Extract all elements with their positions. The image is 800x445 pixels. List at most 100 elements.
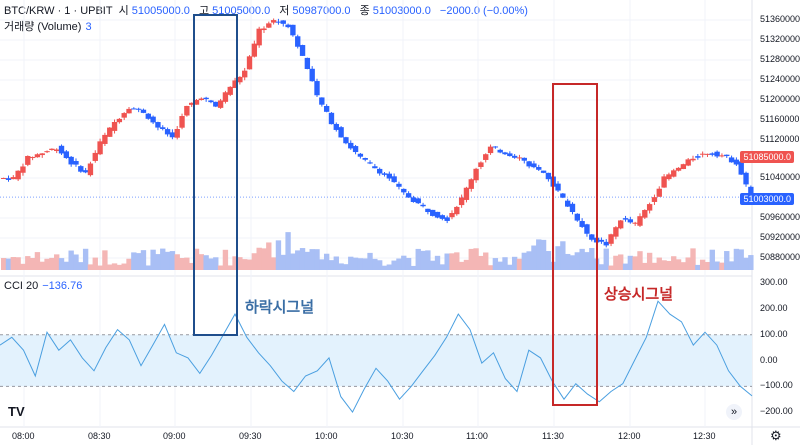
candle-body [68,156,74,165]
volume-bar [25,256,31,270]
candle-body [598,239,605,242]
volume-bar [410,265,417,270]
volume-bar [39,261,45,270]
tradingview-logo[interactable]: TV [8,404,25,419]
volume-bar [63,261,70,270]
candle-body [555,183,561,191]
cci-tick-label: 300.00 [760,277,788,288]
volume-bar [87,264,94,270]
volume-bar [555,246,561,270]
change-label: −2000.0 (−0.00%) [439,5,528,17]
volume-bar [131,252,137,270]
cci-line [0,300,753,414]
volume-bar [458,261,465,270]
volume-bar [695,264,701,270]
volume-bar [627,255,634,270]
candle-body [584,224,590,234]
candle-body [232,80,238,88]
volume-bar [492,258,499,270]
candle-body [656,188,662,197]
candle-body [685,159,691,166]
volume-bar [237,257,243,270]
time-tick-label: 10:00 [315,431,338,441]
candle-body [507,153,513,157]
candle-body [314,81,320,96]
volume-bar [632,256,638,270]
gear-icon[interactable]: ⚙ [770,428,782,443]
volume-bar [164,251,171,270]
volume-bar [608,265,614,270]
volume-bar [405,257,412,270]
candle-body [449,213,455,218]
candle-body [184,105,190,116]
volume-bar [748,255,754,270]
candle-body [150,116,156,123]
volume-bar [444,253,450,270]
time-tick-label: 11:30 [542,431,564,441]
volume-bar [29,257,36,270]
volume-bar [227,265,233,270]
volume-bar [179,258,185,270]
candle-body [155,122,161,128]
volume-bar [661,260,667,270]
candle-body [261,28,267,31]
candle-body [15,170,21,180]
candle-body [502,152,508,155]
volume-bar [449,253,455,270]
volume-legend[interactable]: 거래량 (Volume) 3 [4,18,92,34]
volume-bar [68,250,74,270]
volume-bar [116,264,123,270]
volume-bar [391,260,397,270]
volume-bar [217,265,224,270]
candle-body [434,211,441,218]
volume-bar [352,257,359,270]
volume-bar [232,256,238,270]
candle-body [102,134,108,144]
candle-body [603,241,609,246]
volume-bar [49,257,55,270]
candle-body [367,162,373,164]
candle-body [497,149,503,153]
volume-bar [78,262,84,270]
price-tick-label: 51200000.0 [760,94,800,104]
volume-bar [454,252,460,270]
candle-body [540,170,547,173]
candle-body [213,101,219,107]
candle-body [270,20,277,23]
volume-bar [203,255,209,270]
volume-label: 거래량 (Volume) [4,21,82,33]
cci-tick-label: −200.00 [760,406,793,417]
candle-body [111,122,118,131]
cci-legend[interactable]: CCI 20 −136.76 [4,280,82,292]
candle-body [145,113,151,119]
candle-body [458,197,465,206]
candle-body [309,68,315,82]
candle-body [444,217,450,221]
scroll-right-button[interactable]: » [726,404,742,420]
volume-bar [511,256,518,270]
volume-bar [92,257,98,270]
volume-bar [536,239,542,270]
volume-bar [111,263,118,270]
time-tick-label: 11:00 [466,431,488,441]
candle-body [266,23,272,28]
time-tick-label: 09:00 [163,431,186,441]
cci-band [0,334,752,387]
candle-body [357,153,364,157]
symbol-label[interactable]: BTC/KRW · 1 · UPBIT [4,5,113,17]
candle-body [338,127,344,138]
volume-bar [20,263,26,270]
volume-bar [348,256,354,270]
candle-body [675,167,682,171]
volume-bar [671,256,677,270]
candle-body [526,161,532,167]
cci-tick-label: 0.00 [760,354,778,365]
candle-body [391,176,397,183]
candle-body [107,127,113,137]
current-price-tag: 51085000.0 [740,151,794,163]
volume-bar [709,249,715,270]
candle-body [328,112,335,125]
candle-body [483,154,489,160]
volume-bar [372,258,378,270]
